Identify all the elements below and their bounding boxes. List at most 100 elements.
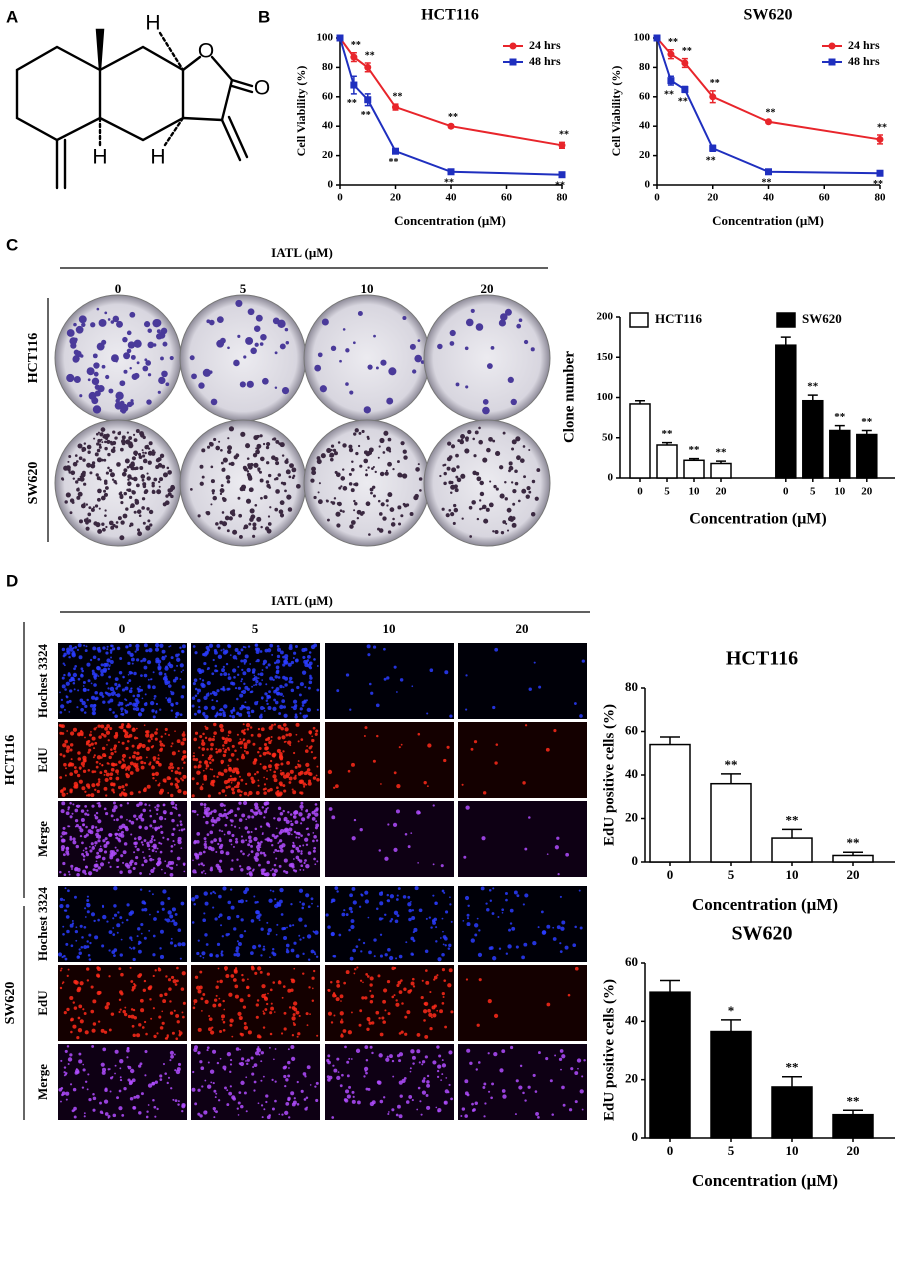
colony (516, 323, 522, 329)
colony (230, 461, 235, 467)
cell (215, 994, 218, 997)
cell (82, 769, 87, 774)
cell (99, 691, 104, 696)
colony (79, 476, 85, 482)
cell (65, 1098, 68, 1101)
colony (510, 481, 514, 484)
cell (110, 644, 113, 648)
cell (166, 1081, 169, 1085)
cell (83, 945, 88, 949)
cell (425, 980, 430, 985)
cell (60, 809, 65, 814)
cell (169, 1059, 172, 1062)
cell (300, 864, 304, 868)
cell (224, 823, 228, 827)
cell (368, 1021, 372, 1025)
colony (259, 342, 264, 346)
cell (203, 705, 208, 711)
colony (87, 378, 91, 382)
cell (194, 731, 199, 735)
cell (336, 984, 341, 988)
cell (314, 826, 318, 830)
cell (223, 812, 228, 817)
colony (142, 458, 148, 464)
cell (355, 945, 359, 948)
micrograph (58, 965, 187, 1041)
cell (432, 894, 435, 897)
colony (385, 469, 388, 472)
cell (367, 1087, 371, 1091)
cell (61, 848, 65, 852)
cell (247, 1030, 252, 1035)
cell (194, 687, 198, 691)
colony (455, 453, 459, 458)
cell (245, 782, 248, 786)
cell (114, 682, 118, 687)
cell (266, 932, 270, 936)
cell (132, 1033, 136, 1038)
cell (85, 850, 88, 854)
panel-header: IATL (μM) (271, 593, 333, 608)
cell (327, 925, 331, 929)
cell (228, 838, 233, 843)
cell (239, 933, 244, 939)
colony (111, 478, 115, 481)
cell (115, 832, 119, 836)
cell (263, 776, 265, 779)
cell (282, 784, 286, 788)
cell (170, 920, 172, 923)
cell (70, 677, 75, 682)
cell (106, 920, 109, 923)
cell (284, 657, 289, 661)
cell (145, 1115, 149, 1119)
cell (91, 804, 95, 808)
cell (408, 917, 412, 922)
cell (109, 698, 114, 703)
cell (464, 1114, 468, 1118)
colony (68, 471, 72, 474)
cell (59, 904, 64, 909)
cell (254, 971, 258, 975)
cell (255, 910, 260, 915)
cell (79, 981, 84, 986)
cell (553, 729, 557, 733)
cell (514, 1113, 517, 1116)
cell (92, 1108, 96, 1112)
colony (81, 449, 85, 453)
cell (202, 769, 205, 772)
cell (73, 766, 77, 769)
cell (199, 1060, 203, 1064)
cell (130, 687, 132, 690)
cell (96, 802, 99, 805)
cell (565, 852, 569, 857)
cell (304, 749, 309, 753)
cell (162, 999, 167, 1004)
point (392, 103, 399, 111)
colony (86, 462, 92, 468)
cell (432, 804, 435, 807)
cell (87, 679, 91, 683)
cell (116, 773, 119, 775)
cell (113, 804, 118, 810)
cell (267, 789, 271, 793)
cell (495, 743, 499, 746)
colony (279, 343, 286, 350)
cell (206, 1084, 212, 1089)
cell (170, 1087, 173, 1090)
cell (221, 789, 226, 793)
cell (130, 1068, 135, 1074)
colony (530, 347, 535, 352)
cell (288, 827, 293, 832)
cell (236, 1107, 239, 1110)
colony (252, 526, 257, 531)
cell (196, 840, 200, 844)
colony (142, 435, 146, 440)
colony (147, 328, 152, 333)
cell (433, 917, 438, 922)
cell (336, 979, 340, 984)
cell (398, 954, 403, 959)
colony (353, 499, 356, 503)
cell (197, 688, 202, 693)
cell (74, 808, 79, 813)
cell (243, 728, 246, 731)
